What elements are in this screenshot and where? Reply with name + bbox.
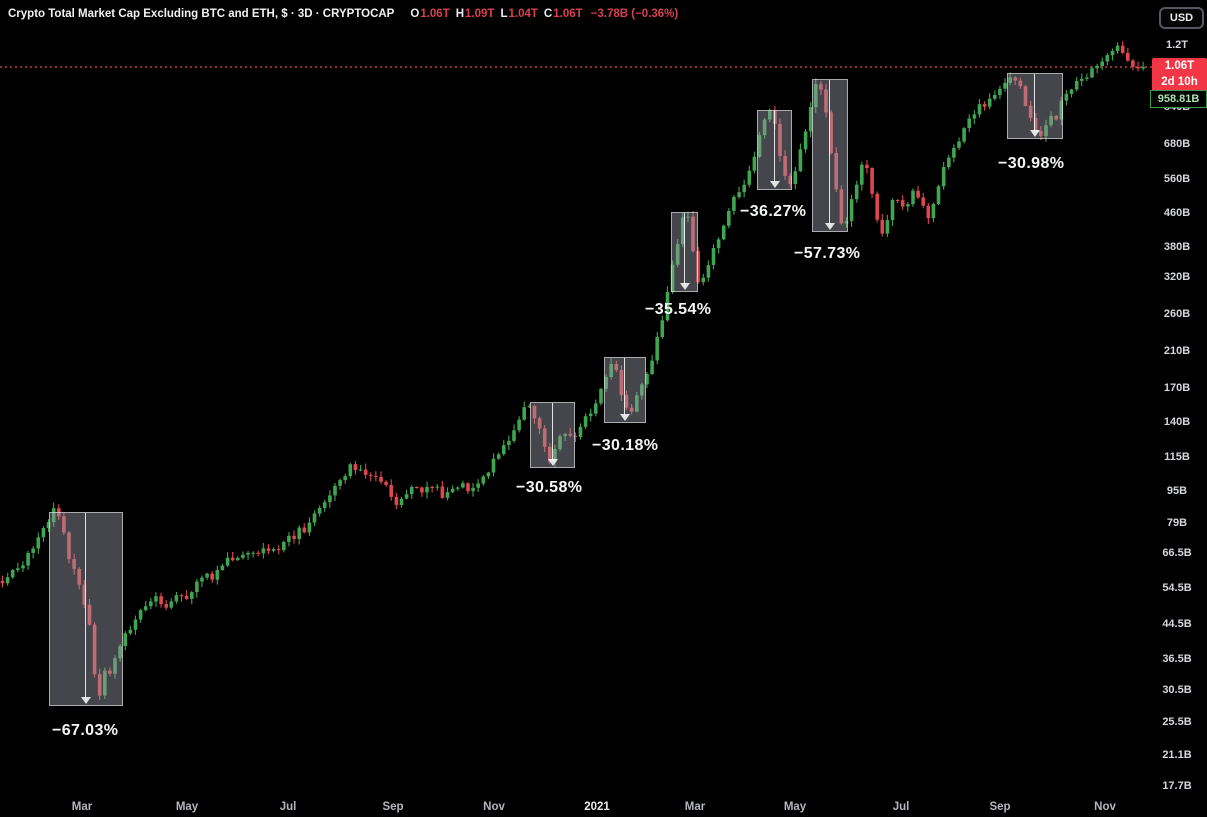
drawdown-arrowhead-icon bbox=[81, 697, 91, 704]
drawdown-arrow-line bbox=[829, 80, 830, 224]
drawdown-box[interactable] bbox=[49, 512, 123, 706]
symbol-title: Crypto Total Market Cap Excluding BTC an… bbox=[8, 8, 395, 20]
price-tick-label: 170B bbox=[1163, 382, 1191, 395]
last-price-value: 1.06T bbox=[1164, 60, 1195, 72]
currency-button[interactable]: USD bbox=[1159, 7, 1204, 29]
price-tick-label: 560B bbox=[1163, 172, 1191, 185]
price-tick-label: 210B bbox=[1163, 345, 1191, 358]
ohlc-high-label: H bbox=[455, 8, 465, 20]
ohlc-close-value: 1.06T bbox=[553, 8, 583, 20]
drawdown-arrowhead-icon bbox=[825, 223, 835, 230]
drawdown-box[interactable] bbox=[812, 79, 848, 232]
time-tick-month: Jul bbox=[892, 801, 910, 813]
time-tick-month: Mar bbox=[684, 801, 706, 813]
drawdown-percent-label: −36.27% bbox=[740, 203, 807, 220]
symbol-legend[interactable]: Crypto Total Market Cap Excluding BTC an… bbox=[8, 8, 678, 20]
drawdown-percent-label: −30.98% bbox=[998, 155, 1065, 172]
price-tick-label: 95B bbox=[1166, 484, 1188, 497]
time-tick-month: Nov bbox=[1094, 801, 1116, 813]
ohlc-high-value: 1.09T bbox=[465, 8, 495, 20]
ohlc-close-label: C bbox=[543, 8, 553, 20]
drawdown-percent-label: −35.54% bbox=[645, 301, 712, 318]
price-tick-label: 25.5B bbox=[1162, 715, 1192, 728]
price-tick-label: 21.1B bbox=[1162, 749, 1192, 762]
drawdown-arrowhead-icon bbox=[1030, 130, 1040, 137]
drawdown-box[interactable] bbox=[1007, 73, 1063, 139]
drawdown-arrowhead-icon bbox=[679, 283, 690, 290]
ohlc-low-label: L bbox=[500, 8, 508, 20]
secondary-price-value: 958.81B bbox=[1157, 93, 1200, 105]
price-tick-label: 380B bbox=[1163, 240, 1191, 253]
price-tick-label: 54.5B bbox=[1162, 582, 1192, 595]
drawdown-arrowhead-icon bbox=[547, 459, 558, 466]
secondary-price-badge: 958.81B bbox=[1150, 90, 1207, 108]
price-tick-label: 44.5B bbox=[1162, 618, 1192, 631]
drawdown-percent-label: −57.73% bbox=[794, 245, 861, 262]
price-tick-label: 79B bbox=[1166, 517, 1188, 530]
price-tick-label: 680B bbox=[1163, 138, 1191, 151]
ohlc-open-value: 1.06T bbox=[420, 8, 450, 20]
price-tick-label: 1.2T bbox=[1165, 38, 1188, 51]
ohlc-low-value: 1.04T bbox=[508, 8, 538, 20]
price-tick-label: 140B bbox=[1163, 416, 1191, 429]
price-tick-label: 320B bbox=[1163, 270, 1191, 283]
drawdown-percent-label: −30.58% bbox=[516, 479, 583, 496]
drawdown-arrow-line bbox=[551, 403, 553, 460]
price-tick-label: 260B bbox=[1163, 307, 1191, 320]
drawdown-box[interactable] bbox=[530, 402, 575, 468]
time-tick-year: 2021 bbox=[584, 801, 610, 813]
drawdown-arrow-line bbox=[773, 111, 775, 182]
drawdown-arrow-line bbox=[1034, 74, 1035, 131]
price-tick-label: 36.5B bbox=[1162, 652, 1192, 665]
drawdown-arrow-line bbox=[624, 358, 625, 415]
price-tick-label: 115B bbox=[1164, 451, 1190, 463]
drawdown-percent-label: −30.18% bbox=[592, 437, 659, 454]
drawdown-arrowhead-icon bbox=[620, 414, 630, 421]
price-tick-label: 30.5B bbox=[1162, 684, 1192, 697]
drawdown-box[interactable] bbox=[671, 212, 698, 292]
candlestick-series[interactable] bbox=[0, 0, 1150, 795]
time-tick-month: Sep bbox=[989, 801, 1011, 813]
last-price-badge: 1.06T 2d 10h bbox=[1152, 58, 1207, 91]
change-value: −3.78B (−0.36%) bbox=[590, 8, 679, 20]
price-tick-label: 17.7B bbox=[1162, 780, 1192, 793]
time-tick-month: May bbox=[175, 801, 199, 813]
last-price-dotted-line bbox=[0, 66, 1207, 68]
ohlc-open-label: O bbox=[410, 8, 420, 20]
time-tick-month: Jul bbox=[279, 801, 297, 813]
price-tick-label: 66.5B bbox=[1162, 547, 1192, 560]
drawdown-percent-label: −67.03% bbox=[52, 722, 119, 739]
drawdown-box[interactable] bbox=[604, 357, 646, 423]
drawdown-box[interactable] bbox=[757, 110, 792, 190]
time-tick-month: Sep bbox=[382, 801, 404, 813]
drawdown-arrowhead-icon bbox=[769, 181, 780, 188]
price-tick-label: 460B bbox=[1163, 207, 1191, 220]
time-tick-month: Nov bbox=[483, 801, 505, 813]
bar-countdown: 2d 10h bbox=[1161, 76, 1198, 88]
drawdown-arrow-line bbox=[85, 513, 86, 698]
time-tick-month: May bbox=[783, 801, 807, 813]
time-tick-month: Mar bbox=[71, 801, 93, 813]
drawdown-arrow-line bbox=[683, 213, 685, 284]
